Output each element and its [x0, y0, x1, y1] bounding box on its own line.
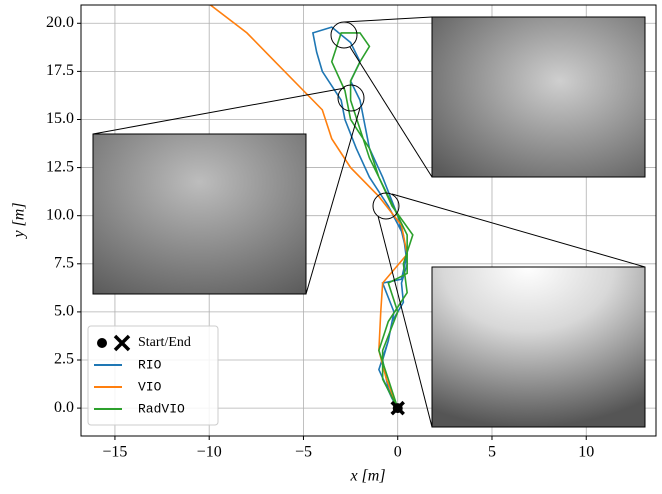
connector: [344, 17, 432, 22]
connector: [306, 108, 360, 294]
y-tick-label: 7.5: [54, 254, 74, 271]
x-axis-label: x [m]: [349, 468, 385, 485]
connector: [93, 88, 345, 134]
y-tick-label: 5.0: [54, 303, 74, 320]
y-tick-label: 12.5: [46, 158, 74, 175]
y-tick-label: 17.5: [46, 62, 74, 79]
chart: x [m] y [m] −15 −10 −5 0 5 10 0.0 2.5 5.0 7.5 10.0…: [0, 0, 662, 489]
legend-label: VIO: [138, 379, 162, 394]
x-tick-label: −15: [102, 444, 127, 461]
y-tick-label: 0.0: [54, 399, 74, 416]
legend-label: RIO: [138, 357, 162, 372]
inset-image: [93, 134, 306, 294]
y-axis-label: y [m]: [11, 202, 28, 239]
legend-label: RadVIO: [138, 401, 185, 416]
x-tick-label: 0: [394, 444, 402, 461]
connector: [392, 194, 645, 267]
x-tick-label: 5: [488, 444, 496, 461]
x-tick-label: −10: [197, 444, 222, 461]
y-tick-label: 20.0: [46, 14, 74, 31]
legend-label: Start/End: [138, 335, 191, 350]
trajectory: [332, 33, 413, 408]
zoom-circle: [331, 22, 357, 48]
y-tick-label: 10.0: [46, 206, 74, 223]
x-tick-label: −5: [295, 444, 312, 461]
x-tick-label: 10: [578, 444, 594, 461]
y-tick-label: 15.0: [46, 110, 74, 127]
inset-image: [432, 267, 645, 427]
legend-marker: [97, 338, 107, 348]
trajectory: [313, 27, 407, 408]
inset-image: [432, 17, 645, 177]
y-tick-label: 2.5: [54, 351, 74, 368]
